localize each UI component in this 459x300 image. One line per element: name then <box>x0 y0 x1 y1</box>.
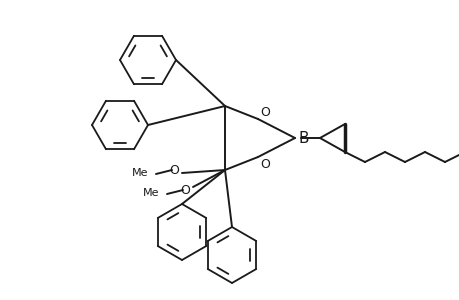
Text: O: O <box>259 158 269 170</box>
Text: Me: Me <box>131 168 148 178</box>
Text: O: O <box>259 106 269 118</box>
Text: B: B <box>298 130 308 146</box>
Text: O: O <box>179 184 190 196</box>
Text: O: O <box>169 164 179 176</box>
Text: Me: Me <box>142 188 159 198</box>
